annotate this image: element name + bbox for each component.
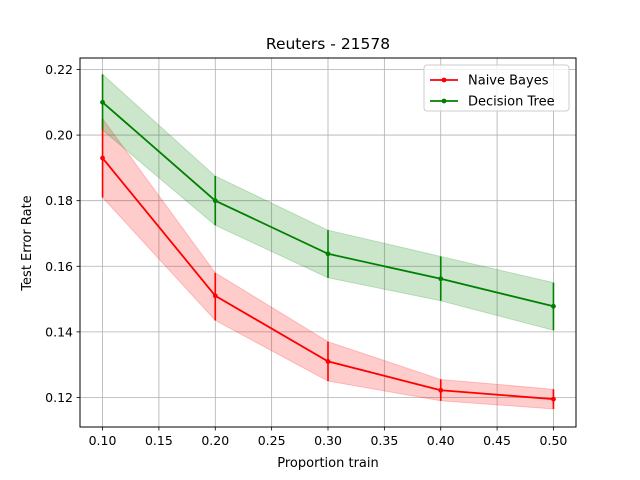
y-axis-ticks: 0.12 0.14 0.16 0.18 0.20 0.22 xyxy=(45,62,80,405)
x-tick-label: 0.15 xyxy=(145,433,173,448)
legend-box xyxy=(423,64,570,112)
legend-label-naive-bayes: Naive Bayes xyxy=(468,74,549,89)
decision-tree-point xyxy=(212,198,218,204)
legend-label-decision-tree: Decision Tree xyxy=(468,95,555,110)
x-tick-label: 0.40 xyxy=(427,433,455,448)
chart-title: Reuters - 21578 xyxy=(266,35,390,53)
x-tick-label: 0.20 xyxy=(201,433,229,448)
naive-bayes-point xyxy=(551,396,556,402)
x-tick-label: 0.30 xyxy=(314,433,342,448)
decision-tree-point xyxy=(100,99,105,105)
naive-bayes-point xyxy=(212,293,218,299)
x-tick-label: 0.25 xyxy=(258,433,286,448)
legend-marker-decision-tree xyxy=(441,98,447,104)
series-lines xyxy=(100,74,556,409)
y-tick-label: 0.14 xyxy=(45,324,73,339)
x-tick-label: 0.45 xyxy=(483,433,511,448)
y-tick-label: 0.12 xyxy=(45,390,73,405)
naive-bayes-point xyxy=(325,359,331,364)
decision-tree-point xyxy=(325,251,331,257)
legend-marker-naive-bayes xyxy=(441,77,447,83)
grid xyxy=(80,58,576,427)
x-axis-ticks: 0.10 0.15 0.20 0.25 0.30 0.35 0.40 0.45 0.50 xyxy=(89,427,568,448)
y-tick-label: 0.20 xyxy=(45,128,73,143)
y-tick-label: 0.16 xyxy=(45,259,73,274)
x-axis-label: Proportion train xyxy=(277,456,378,471)
naive-bayes-point xyxy=(438,387,444,393)
decision-tree-point xyxy=(438,276,444,282)
y-tick-label: 0.22 xyxy=(45,62,73,77)
legend: Naive Bayes Decision Tree xyxy=(423,64,570,112)
naive-bayes-point xyxy=(100,155,105,161)
x-tick-label: 0.10 xyxy=(89,433,117,448)
x-tick-label: 0.35 xyxy=(370,433,398,448)
decision-tree-point xyxy=(551,303,556,309)
y-axis-label: Test Error Rate xyxy=(20,195,35,291)
x-tick-label: 0.50 xyxy=(540,433,568,448)
y-tick-label: 0.18 xyxy=(45,193,73,208)
